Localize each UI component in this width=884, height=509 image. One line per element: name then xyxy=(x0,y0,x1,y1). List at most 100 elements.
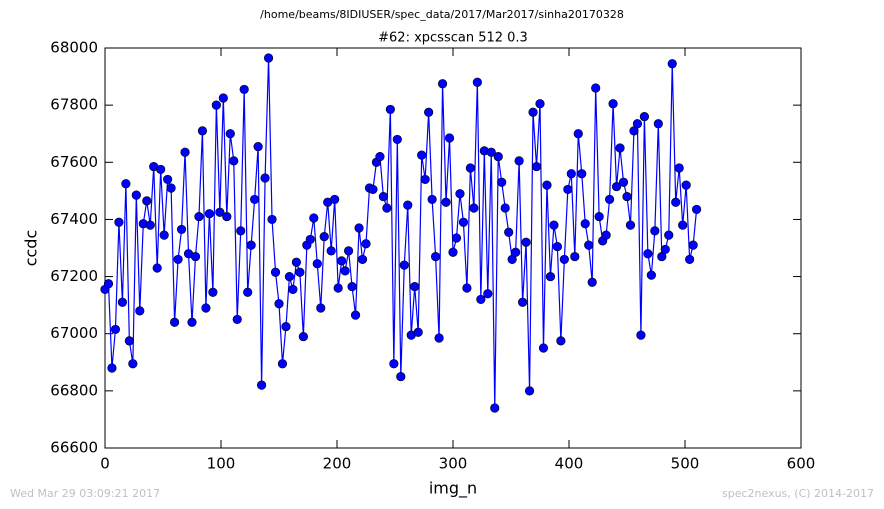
data-point xyxy=(124,336,134,346)
data-point xyxy=(556,336,566,346)
data-point xyxy=(417,150,427,160)
data-point xyxy=(601,230,611,240)
data-point xyxy=(566,169,576,179)
data-point xyxy=(246,240,256,250)
y-tick-label: 67400 xyxy=(50,210,98,228)
data-point xyxy=(340,266,350,276)
data-point xyxy=(239,84,249,95)
data-point xyxy=(678,220,688,230)
data-point xyxy=(312,259,322,269)
data-point xyxy=(389,359,399,369)
data-point xyxy=(490,403,500,413)
data-point xyxy=(326,246,336,256)
data-point xyxy=(257,380,267,390)
data-point xyxy=(636,330,646,340)
data-point xyxy=(427,194,437,205)
data-point xyxy=(465,163,476,173)
y-tick-label: 67800 xyxy=(50,96,98,114)
data-point xyxy=(615,143,625,153)
data-point xyxy=(110,324,121,335)
data-point xyxy=(270,267,281,277)
data-point xyxy=(646,270,656,280)
data-point xyxy=(618,177,629,187)
data-point xyxy=(170,317,180,327)
y-tick-label: 68000 xyxy=(50,39,98,57)
data-point xyxy=(664,230,674,240)
data-point xyxy=(671,197,681,207)
data-point xyxy=(591,83,601,93)
data-point xyxy=(462,283,472,293)
data-point xyxy=(166,183,176,193)
data-point xyxy=(674,163,684,173)
data-point xyxy=(650,226,660,236)
footer-right: spec2nexus, (C) 2014-2017 xyxy=(722,487,874,500)
data-point xyxy=(382,203,392,213)
data-point xyxy=(511,247,521,257)
data-point xyxy=(410,281,420,292)
data-point xyxy=(250,194,260,205)
data-point xyxy=(375,151,385,162)
data-point xyxy=(190,251,201,262)
data-point xyxy=(681,180,691,190)
data-point xyxy=(142,196,152,206)
data-point xyxy=(469,203,479,213)
data-point xyxy=(288,284,298,295)
data-point xyxy=(232,314,242,325)
data-point xyxy=(524,386,535,396)
data-point xyxy=(437,79,448,89)
data-point xyxy=(608,99,618,109)
data-point xyxy=(229,156,239,166)
y-tick-label: 66600 xyxy=(50,439,98,457)
data-point xyxy=(350,310,361,320)
data-point xyxy=(538,343,549,353)
data-point xyxy=(431,251,441,262)
data-point xyxy=(504,227,514,237)
y-tick-label: 67200 xyxy=(50,267,98,285)
data-point xyxy=(316,303,326,313)
data-point xyxy=(611,181,622,192)
data-point xyxy=(545,271,556,282)
data-point xyxy=(103,279,114,289)
data-point xyxy=(486,147,496,157)
data-point xyxy=(114,217,124,227)
data-point xyxy=(135,306,145,316)
data-point xyxy=(493,151,503,162)
data-point xyxy=(403,200,413,210)
data-point xyxy=(434,333,444,343)
data-point xyxy=(131,190,141,200)
data-point xyxy=(542,180,552,190)
data-point xyxy=(643,249,653,259)
data-point xyxy=(497,177,507,187)
data-point xyxy=(253,141,263,152)
data-point xyxy=(420,174,430,185)
data-point xyxy=(622,191,632,202)
data-point xyxy=(128,359,138,369)
data-point xyxy=(344,246,354,256)
data-point xyxy=(584,240,594,250)
data-point xyxy=(197,126,208,136)
data-point xyxy=(448,247,458,257)
data-point xyxy=(243,287,253,297)
data-point xyxy=(211,100,221,110)
data-point xyxy=(458,217,469,227)
footer-left: Wed Mar 29 03:09:21 2017 xyxy=(10,487,160,500)
x-tick-label: 100 xyxy=(207,455,236,473)
data-point xyxy=(361,239,371,249)
data-point xyxy=(173,254,183,265)
data-point xyxy=(424,107,434,117)
data-point xyxy=(580,219,590,229)
data-point xyxy=(208,287,218,297)
x-tick-label: 200 xyxy=(323,455,352,473)
data-point xyxy=(594,211,604,222)
data-point xyxy=(267,214,277,225)
data-point xyxy=(378,191,389,202)
data-point xyxy=(152,263,162,273)
data-point xyxy=(194,211,204,222)
data-point xyxy=(222,211,232,222)
data-point xyxy=(549,220,559,230)
data-point xyxy=(281,321,291,332)
data-point xyxy=(319,231,329,242)
data-point xyxy=(159,230,169,240)
y-axis-label: ccdc xyxy=(22,230,41,267)
x-tick-label: 300 xyxy=(439,455,468,473)
